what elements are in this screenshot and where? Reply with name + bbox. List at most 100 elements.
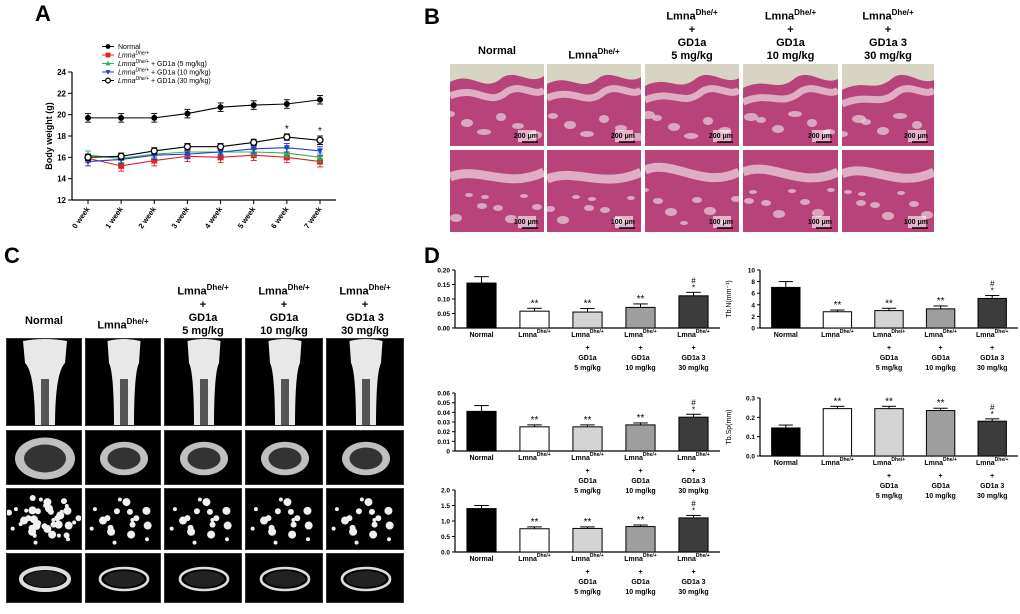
micro-ct-image <box>6 338 82 426</box>
marrow-space <box>627 196 635 200</box>
growth-plate <box>450 167 544 184</box>
trabecular-bone <box>187 527 196 536</box>
x-tick-label: + <box>585 569 589 576</box>
x-tick-label: LmnaDhe/+ <box>677 452 710 462</box>
bar <box>519 528 550 553</box>
data-point <box>283 133 291 141</box>
histology-image: 200 μm <box>450 64 544 146</box>
micro-ct-image <box>326 430 404 485</box>
growth-plate <box>450 85 544 102</box>
significance-mark: # <box>990 403 995 412</box>
data-point <box>151 157 158 164</box>
marrow-space <box>756 117 766 123</box>
trabecular-bone <box>197 497 202 502</box>
trabecular-bone <box>18 522 23 527</box>
significance-mark: ** <box>584 299 592 310</box>
data-point <box>283 145 290 152</box>
legend-entry: LmnaDhe/+ + GD1a (30 mg/kg) <box>118 76 211 85</box>
trabecular-bone <box>207 530 216 539</box>
y-tick-label: 2 <box>751 314 755 321</box>
marrow-space <box>493 205 503 211</box>
marrow-space <box>631 133 641 141</box>
micro-ct-image <box>164 553 242 603</box>
marrow-space <box>665 208 677 216</box>
significance-mark: * <box>692 506 695 515</box>
series-line <box>87 151 321 159</box>
data-point <box>184 151 191 158</box>
data-point <box>317 96 323 103</box>
trabecular-bone <box>63 532 70 539</box>
x-tick-label: GD1a 3 <box>681 478 705 485</box>
significance-mark: ** <box>637 515 645 526</box>
significance-mark: ** <box>584 517 592 528</box>
trabecular-bone <box>202 498 211 507</box>
y-tick-label: 0.05 <box>437 400 450 407</box>
trabecular-bone <box>45 504 54 513</box>
micro-ct-image <box>6 430 82 485</box>
x-tick-label: LmnaDhe/+ <box>976 329 1009 339</box>
histology-group-label: LmnaDhe/+ + GD1a 10 mg/kg <box>764 8 817 62</box>
x-tick-label: 10 mg/kg <box>625 589 655 596</box>
marrow-space <box>807 119 817 127</box>
x-tick-label: LmnaDhe/+ <box>924 329 957 339</box>
bar <box>466 508 497 553</box>
x-tick-label: 30 mg/kg <box>977 365 1007 372</box>
marrow-space <box>800 199 810 205</box>
trabecular-bone <box>172 507 177 512</box>
histology-group-label: LmnaDhe/+ <box>568 47 620 62</box>
growth-plate <box>743 85 838 106</box>
x-tick-label: 5 week <box>236 204 258 230</box>
trabecular-bone <box>368 508 375 515</box>
trabecular-bone <box>359 497 364 502</box>
x-tick-label: + <box>990 345 994 352</box>
bar <box>874 408 904 457</box>
trabecular-bone <box>129 521 136 528</box>
histology-image: 100 μm <box>547 150 641 232</box>
cortical-marrow <box>104 571 144 587</box>
trabecular-bone <box>64 504 69 509</box>
bar <box>572 311 603 329</box>
marrow-space <box>572 195 580 199</box>
scale-bar-background <box>518 216 536 228</box>
ct-background <box>7 489 81 549</box>
legend-marker <box>105 70 111 75</box>
y-tick-label: 0.04 <box>437 410 450 417</box>
trabecular-bone <box>10 526 15 531</box>
data-point <box>317 148 323 155</box>
trabecular-bone <box>32 533 37 538</box>
cortical-ring <box>340 566 392 592</box>
trabecular-bone <box>63 506 72 515</box>
marrow-space <box>588 197 596 201</box>
trabecular-bone <box>133 515 140 522</box>
scale-bar-background <box>908 130 926 142</box>
trabecular-bone <box>294 515 301 522</box>
trabecular-bone <box>92 507 97 512</box>
x-tick-label: LmnaDhe/+ <box>518 452 551 462</box>
y-tick-label: 0 <box>446 449 450 456</box>
trabecular-bone <box>60 498 67 505</box>
x-tick-label: + <box>638 569 642 576</box>
panel-label-d: D <box>424 243 440 268</box>
trabecular-bone <box>99 516 108 525</box>
y-tick-label: 12 <box>57 196 66 205</box>
growth-plate <box>842 166 934 183</box>
marrow-space <box>512 123 524 129</box>
data-point <box>85 114 91 121</box>
data-point <box>250 146 257 153</box>
trabecular-bone <box>43 524 52 533</box>
y-tick-label: 0.5 <box>441 534 450 541</box>
micro-ct-image <box>164 430 242 485</box>
trabecular-bone <box>28 506 37 515</box>
y-axis-label: Tb.Sp(mm) <box>726 410 733 445</box>
trabecular-bone <box>28 527 37 536</box>
y-tick-label: 0.20 <box>437 268 450 275</box>
femur-cross-inner <box>349 447 383 470</box>
marrow-space <box>882 212 894 220</box>
scale-bar-label: 100 μm <box>611 219 635 226</box>
trabecular-bone <box>20 516 29 525</box>
y-tick-label: 0.03 <box>437 420 450 427</box>
cortical-marrow <box>265 571 305 587</box>
trabecular-bone <box>48 530 57 539</box>
histology-image: 100 μm <box>450 150 544 232</box>
x-tick-label: GD1a <box>880 355 898 362</box>
